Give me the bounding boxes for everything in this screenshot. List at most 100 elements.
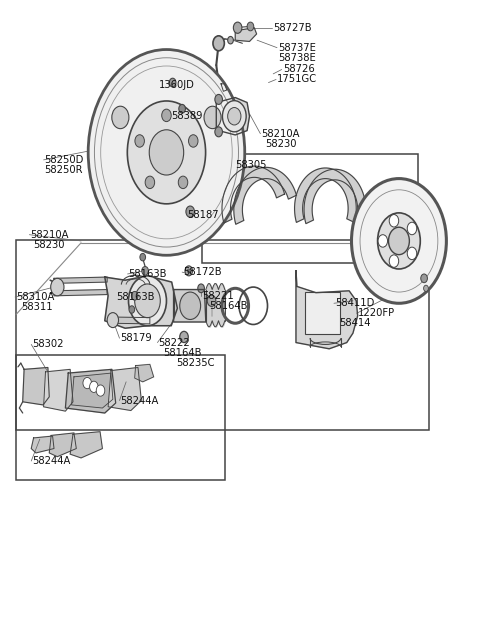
Polygon shape <box>105 276 178 328</box>
Circle shape <box>215 94 222 104</box>
Text: 58235C: 58235C <box>177 358 215 368</box>
Circle shape <box>180 292 201 320</box>
Polygon shape <box>235 28 257 42</box>
Circle shape <box>135 284 160 318</box>
Text: 58163B: 58163B <box>116 292 154 302</box>
Circle shape <box>132 291 138 300</box>
Circle shape <box>186 206 194 217</box>
Polygon shape <box>54 277 107 283</box>
Polygon shape <box>44 369 73 411</box>
Text: 58737E: 58737E <box>278 43 316 53</box>
Circle shape <box>421 274 427 282</box>
Circle shape <box>179 104 185 113</box>
Circle shape <box>204 106 221 129</box>
Text: 58411D: 58411D <box>335 298 374 308</box>
Text: 58164B: 58164B <box>209 301 248 311</box>
Polygon shape <box>49 433 76 457</box>
Text: 58250D: 58250D <box>45 155 84 165</box>
Text: 58244A: 58244A <box>32 456 71 466</box>
Circle shape <box>215 127 222 137</box>
Text: 1220FP: 1220FP <box>358 308 395 318</box>
Polygon shape <box>70 431 102 458</box>
Text: 58727B: 58727B <box>273 23 312 33</box>
Text: 58244A: 58244A <box>120 396 159 406</box>
Polygon shape <box>54 289 107 296</box>
Text: 58172B: 58172B <box>183 267 222 277</box>
Text: 58230: 58230 <box>34 240 65 250</box>
Text: 58179: 58179 <box>120 333 152 343</box>
Text: 58389: 58389 <box>172 111 203 121</box>
Circle shape <box>129 276 167 326</box>
Text: 58187: 58187 <box>187 209 218 220</box>
Polygon shape <box>23 367 49 405</box>
Circle shape <box>90 381 98 392</box>
Circle shape <box>189 135 198 147</box>
Circle shape <box>178 176 188 189</box>
Circle shape <box>129 306 135 313</box>
Polygon shape <box>135 364 154 382</box>
Polygon shape <box>108 367 141 411</box>
Circle shape <box>388 227 409 255</box>
Circle shape <box>187 269 190 273</box>
Text: 58210A: 58210A <box>261 129 300 139</box>
Circle shape <box>228 36 233 44</box>
Polygon shape <box>65 369 116 413</box>
Circle shape <box>213 36 224 51</box>
Circle shape <box>162 109 171 121</box>
Text: 58311: 58311 <box>21 302 52 312</box>
Circle shape <box>185 266 192 276</box>
Circle shape <box>140 253 145 261</box>
Circle shape <box>169 78 176 87</box>
Circle shape <box>51 279 64 296</box>
Text: 58210A: 58210A <box>30 230 69 240</box>
Text: 58221: 58221 <box>202 291 234 301</box>
Polygon shape <box>234 167 297 225</box>
Circle shape <box>127 101 205 204</box>
Circle shape <box>424 285 428 291</box>
Circle shape <box>145 176 155 189</box>
Text: 58738E: 58738E <box>278 53 316 63</box>
Text: 58305: 58305 <box>235 160 267 170</box>
Circle shape <box>135 135 144 147</box>
Circle shape <box>180 331 188 343</box>
Polygon shape <box>296 271 358 349</box>
Text: 1360JD: 1360JD <box>159 80 195 90</box>
Polygon shape <box>174 289 206 322</box>
Text: 1751GC: 1751GC <box>277 74 317 84</box>
Text: 58302: 58302 <box>32 340 64 350</box>
Bar <box>202 154 418 264</box>
Circle shape <box>96 385 105 396</box>
Circle shape <box>378 213 420 269</box>
Bar <box>16 240 429 430</box>
Text: 58230: 58230 <box>265 138 297 148</box>
Circle shape <box>389 255 399 267</box>
Circle shape <box>207 295 216 306</box>
Bar <box>305 292 340 335</box>
Circle shape <box>378 235 387 247</box>
Polygon shape <box>295 168 356 223</box>
Bar <box>16 355 225 480</box>
Circle shape <box>407 247 417 260</box>
Text: 58250R: 58250R <box>45 165 83 175</box>
Polygon shape <box>109 317 150 324</box>
Text: 58414: 58414 <box>340 318 371 328</box>
Polygon shape <box>72 373 113 408</box>
Circle shape <box>389 214 399 227</box>
Circle shape <box>247 22 254 31</box>
Circle shape <box>112 106 129 129</box>
Circle shape <box>142 267 148 276</box>
Circle shape <box>83 377 92 389</box>
Circle shape <box>228 108 241 125</box>
Circle shape <box>351 179 446 303</box>
Circle shape <box>198 284 204 292</box>
Polygon shape <box>222 166 285 223</box>
Circle shape <box>222 101 246 132</box>
Circle shape <box>88 50 245 255</box>
Polygon shape <box>31 436 54 453</box>
Polygon shape <box>216 97 250 135</box>
Polygon shape <box>304 169 366 224</box>
Text: 58164B: 58164B <box>163 348 202 357</box>
Circle shape <box>107 313 119 328</box>
Circle shape <box>149 130 184 175</box>
Text: 58163B: 58163B <box>129 269 167 279</box>
